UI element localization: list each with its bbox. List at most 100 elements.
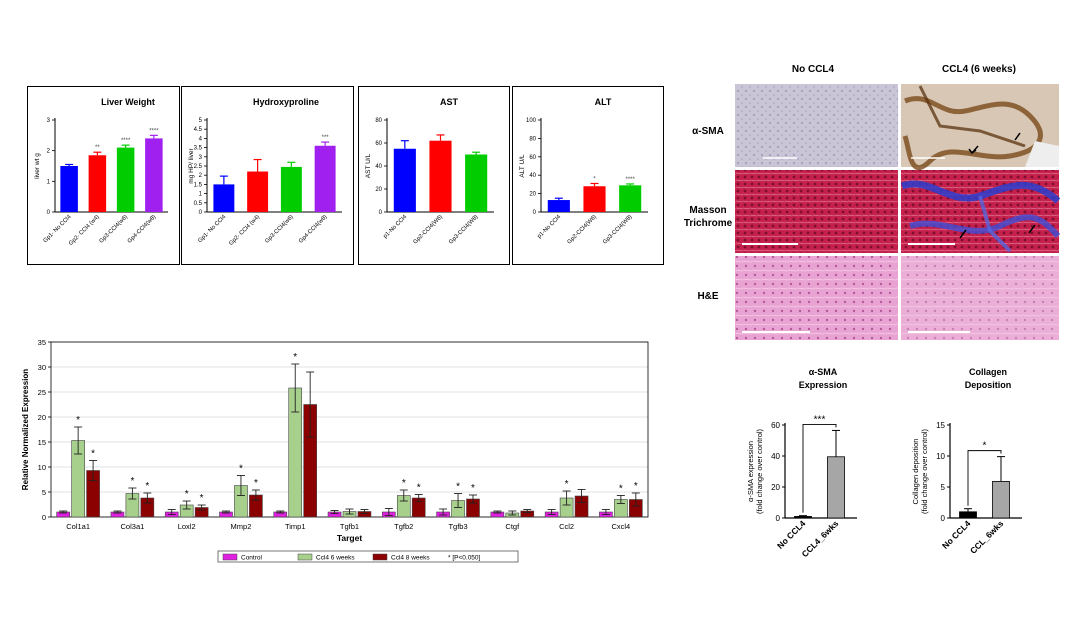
y-tick-label: 2 [199,173,203,179]
y-tick-label: 35 [38,338,46,347]
y-axis-label-line1: α-SMA expression [746,441,755,502]
bar-gp1-no-ccl4 [213,184,235,212]
y-axis-label-line1: Collagen deposition [911,439,920,505]
significance-label: **** [625,177,635,183]
bar-gp3-ccl4-w6 [280,166,302,212]
y-tick-label: 3 [199,155,203,161]
histology-row-label-sma: α-SMA [692,126,724,137]
y-tick-label: 80 [529,136,536,142]
x-tick-label: No CCL4 [775,518,808,551]
y-axis-label: liver wt g [34,153,41,179]
bar-gp4-ccl4-w8 [314,145,336,212]
x-tick-label: Gp2- CCl4 (w4) [228,214,261,247]
legend-label: Control [241,555,263,562]
y-tick-label: 3.5 [194,146,203,152]
x-tick-label: Gp3-CCl4(W8) [602,214,633,245]
y-tick-label: 1 [47,179,51,185]
bar-gp3-ccl4-w8 [619,185,642,212]
significance-bracket [967,450,1002,506]
y-tick-label: 80 [375,118,382,124]
x-tick-label: Gp3-CCl4(W8) [448,214,479,245]
he-control-image [735,256,898,340]
significance-label: * [983,441,987,452]
x-tick-label: Loxl2 [178,522,196,531]
y-tick-label: 20 [771,483,780,492]
y-tick-label: 0 [47,210,51,216]
x-tick-label: Gp2-CCl4(W6) [413,214,444,245]
significance-label: * [76,415,80,426]
x-tick-label: Col1a1 [66,522,90,531]
x-tick-label: No CCL4 [940,518,973,551]
he-ccl4-image [901,256,1059,340]
x-tick-label: Gp3-CCl4(w6) [99,214,129,244]
x-tick-label: Gp2- CCl4 (w4) [68,214,101,247]
y-tick-label: 2 [47,149,51,155]
y-tick-label: 0 [533,210,537,216]
y-tick-label: 10 [936,452,945,461]
histology-grid: No CCL4 CCL4 (6 weeks) α-SMA Masson Trich… [684,64,1061,340]
significance-label: **** [149,128,159,134]
masson-control-image [735,170,898,253]
significance-label: **** [121,138,131,144]
significance-label: * [185,489,189,500]
chart-title-line2: Expression [799,380,848,390]
y-tick-label: 10 [38,463,46,472]
x-tick-label: p1-No CCl4 [537,214,563,240]
alt-chart: ALT ALT U/L 0 20 40 60 80 100 p1-No CCl4 * Gp2-CCl… [519,97,648,246]
significance-label: * [402,478,406,489]
bar-ccl4-6wks [827,456,845,519]
gene-expression-chart: Relative Normalized Expression 0 5 10 15 20 25… [21,338,649,563]
x-tick-label: p1-No CCl4 [383,214,409,240]
y-tick-label: 5 [941,483,946,492]
histology-row-label-he: H&E [697,291,718,302]
y-tick-label: 0 [42,513,46,522]
histology-col-label-0: No CCL4 [792,64,835,75]
x-tick-label: Cxcl4 [611,522,630,531]
y-tick-label: 2.5 [194,164,203,170]
significance-bracket [802,423,837,513]
chart-title-line1: Collagen [969,367,1007,377]
legend-swatch-ccl4-6-weeks [297,553,313,561]
x-tick-label: Tgfb1 [340,522,359,531]
significance-label: * [91,449,95,460]
bar-ccl-6wks [992,481,1010,519]
x-tick-label: Col3a1 [121,522,145,531]
y-axis-label: mg HP/ liver [188,147,195,183]
bar-gp2-ccl4-w6 [429,140,452,212]
legend-box [217,550,519,563]
y-tick-label: 20 [375,187,382,193]
x-tick-label: Gp2-CCl4(W6) [567,214,598,245]
y-tick-label: 0 [776,514,781,523]
x-tick-label: Mmp2 [231,522,252,531]
significance-label: *** [814,414,826,425]
x-tick-label: Gp3-CCl4(w6) [264,214,294,244]
significance-label: * [239,464,243,475]
bar-p1-no-ccl4 [393,148,416,212]
y-tick-label: 25 [38,388,46,397]
chart-title-line1: α-SMA [809,367,838,377]
significance-label: * [456,482,460,493]
significance-label: * [593,176,596,182]
y-tick-label: 60 [529,155,536,161]
significance-label: * [417,483,421,494]
y-tick-label: 3 [47,118,51,124]
masson-ccl4-image [900,170,1061,253]
y-tick-label: 60 [771,421,780,430]
y-axis-label: AST U/L [365,153,372,178]
x-tick-label: Gp1- No CCl4 [43,214,74,245]
y-tick-label: 1.5 [194,182,203,188]
y-tick-label: 0 [199,210,203,216]
bar-gp2-ccl4-w4 [88,155,107,212]
legend-note: * [P<0.050] [448,555,481,562]
y-tick-label: 40 [771,452,780,461]
bar-gp1-no-ccl4 [60,166,78,212]
hydroxyproline-panel: Hydroxyproline mg HP/ liver 0 0.5 1 1.5 2 2.5 3 3… [181,86,354,265]
x-tick-label: Tgfb2 [394,522,413,531]
alt-panel: ALT ALT U/L 0 20 40 60 80 100 p1-No CCl4 * Gp2-CCl… [512,86,664,265]
chart-title: Liver Weight [101,97,155,107]
y-tick-label: 30 [38,363,46,372]
chart-title: ALT [595,97,612,107]
sma-ccl4-image [901,84,1059,171]
plot-frame [50,341,649,518]
legend-swatch-ccl4-8-weeks [372,553,388,561]
